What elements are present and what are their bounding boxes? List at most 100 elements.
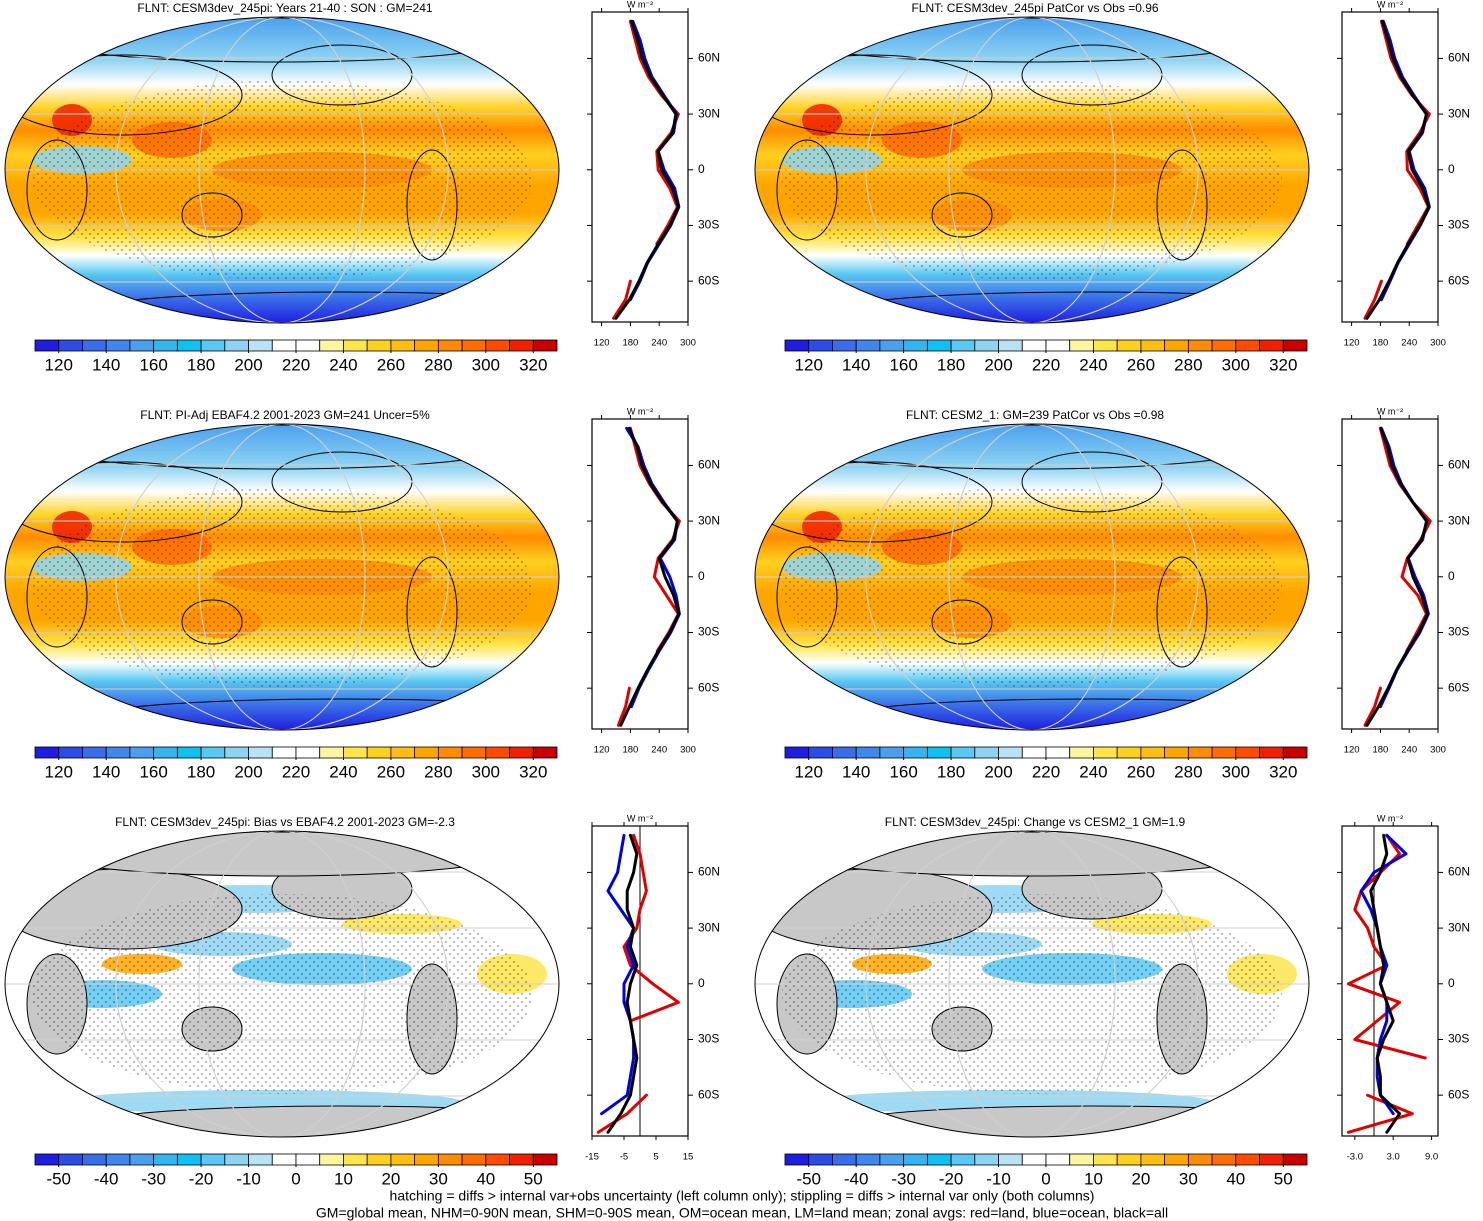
colorbar-box — [1069, 746, 1094, 759]
colorbar-label: 220 — [1032, 355, 1060, 374]
colorbar-box — [176, 339, 202, 352]
colorbar-box — [414, 746, 439, 759]
colorbar-label: -40 — [844, 1169, 869, 1188]
colorbar-box — [808, 339, 833, 352]
colorbar-box — [1235, 339, 1260, 352]
colorbar-box — [271, 339, 297, 352]
map-title: FLNT: PI-Adj EBAF4.2 2001-2023 GM=241 Un… — [140, 408, 430, 422]
colorbar-box — [1140, 339, 1166, 352]
plot-frame — [591, 11, 689, 323]
colorbar-box — [248, 1153, 273, 1166]
colorbar-box — [903, 339, 928, 352]
colorbar-label: -10 — [236, 1169, 261, 1188]
zonal-line — [1379, 19, 1431, 302]
colorbar-box — [153, 1153, 178, 1166]
colorbar-label: 320 — [1269, 762, 1297, 781]
colorbar-label: 220 — [1032, 762, 1060, 781]
lat-tick-label: 30S — [698, 625, 719, 639]
colorbar-label: 10 — [1084, 1169, 1103, 1188]
graticule — [115, 17, 449, 323]
colorbar-label: 160 — [139, 762, 167, 781]
colorbar-label: 280 — [424, 762, 452, 781]
colorbar-label: 200 — [234, 762, 262, 781]
colorbar-box — [509, 746, 534, 759]
colorbar-label: 140 — [842, 355, 870, 374]
colorbar-box — [974, 746, 999, 759]
colorbar-label: 200 — [984, 355, 1012, 374]
map-title: FLNT: CESM2_1: GM=239 PatCor vs Obs =0.9… — [906, 408, 1164, 422]
colorbar-box — [1021, 1153, 1047, 1166]
colorbar-box — [974, 1153, 999, 1166]
colorbar-box — [808, 746, 833, 759]
colorbar-label: -30 — [141, 1169, 166, 1188]
colorbar-label: 160 — [889, 762, 917, 781]
colorbar-box — [129, 339, 155, 352]
colorbar-box — [950, 339, 976, 352]
lat-tick-label: 0 — [1448, 162, 1455, 176]
colorbar-box — [390, 339, 416, 352]
lat-tick-label: 60S — [698, 273, 719, 287]
colorbar-box — [879, 1153, 905, 1166]
colorbar-box — [129, 746, 155, 759]
colorbar-box — [950, 746, 976, 759]
lat-tick-label: 0 — [698, 976, 705, 990]
colorbar-box — [509, 339, 534, 352]
lat-tick-label: 60N — [1448, 51, 1470, 65]
value-tick-label: 120 — [1344, 745, 1360, 756]
map — [5, 424, 559, 730]
land — [841, 1105, 1309, 1137]
value-tick-label: 300 — [680, 745, 696, 756]
colorbar-label: 200 — [234, 355, 262, 374]
colorbar-box — [271, 1153, 297, 1166]
colorbar-label: 280 — [1174, 762, 1202, 781]
lat-tick-label: 60N — [698, 458, 720, 472]
colorbar-label: 220 — [282, 762, 310, 781]
unit-label: W m⁻² — [1377, 0, 1403, 9]
zonal-line — [1363, 279, 1383, 320]
colorbar-box — [1187, 746, 1213, 759]
colorbar-box — [1164, 339, 1189, 352]
colorbar-box — [1164, 746, 1189, 759]
colorbar-box — [532, 746, 558, 759]
colorbar-box — [485, 339, 510, 352]
colorbar-box — [248, 339, 273, 352]
colorbar-box — [832, 746, 857, 759]
colorbar-label: 40 — [1226, 1169, 1245, 1188]
lat-tick-label: 30N — [698, 513, 720, 527]
colorbar-box — [784, 746, 810, 759]
colorbar-box — [34, 1153, 60, 1166]
footnote: hatching = diffs > internal var+obs unce… — [390, 1188, 1095, 1204]
zonal-line — [628, 19, 681, 302]
colorbar-label: 300 — [1222, 355, 1250, 374]
map-outline — [754, 423, 1310, 731]
map — [5, 831, 559, 1137]
colorbar-label: 160 — [139, 355, 167, 374]
colorbar-box — [974, 339, 999, 352]
colorbar-box — [105, 746, 131, 759]
colorbar-box — [879, 746, 905, 759]
colorbar-box — [437, 1153, 463, 1166]
plot-frame — [591, 418, 689, 730]
colorbar-box — [1045, 1153, 1071, 1166]
colorbar-label: -40 — [94, 1169, 119, 1188]
lat-tick-label: 60N — [1448, 865, 1470, 879]
colorbar-box — [295, 746, 321, 759]
colorbar-box — [224, 1153, 249, 1166]
graticule — [865, 17, 1199, 323]
colorbar-box — [1021, 746, 1047, 759]
colorbar-box — [295, 339, 321, 352]
colorbar-box — [82, 746, 107, 759]
colorbar-box — [343, 1153, 368, 1166]
colorbar-box — [1235, 1153, 1260, 1166]
colorbar-box — [485, 1153, 510, 1166]
colorbar-label: 320 — [519, 762, 547, 781]
lat-tick-label: 0 — [698, 569, 705, 583]
colorbar-box — [295, 1153, 321, 1166]
colorbar-label: 260 — [377, 762, 405, 781]
colorbar-box — [105, 339, 131, 352]
colorbar-box — [926, 339, 952, 352]
colorbar-label: 260 — [1127, 355, 1155, 374]
stippling — [32, 80, 532, 280]
zonal-line — [1365, 19, 1431, 320]
